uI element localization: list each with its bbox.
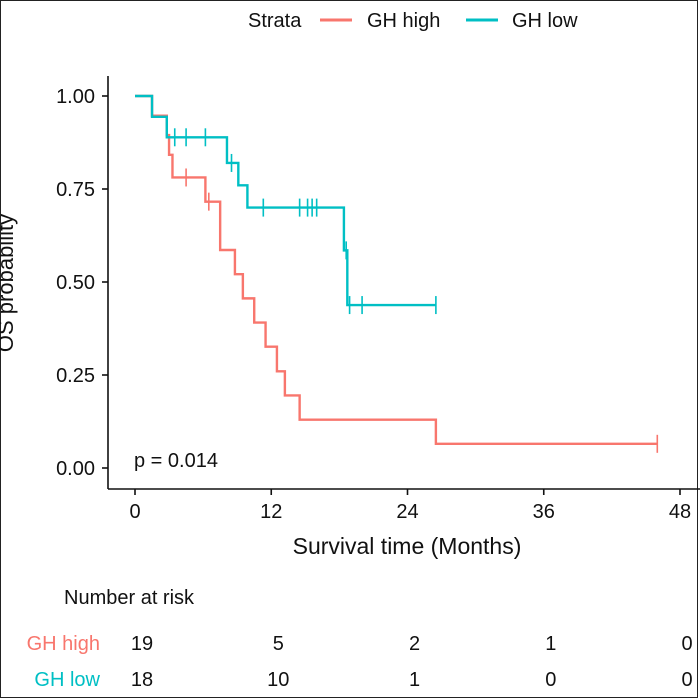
legend-title: Strata (248, 10, 302, 32)
risk-value: 1 (545, 633, 556, 655)
x-tick-label: 24 (396, 501, 418, 523)
risk-value: 18 (131, 669, 153, 691)
risk-value: 0 (545, 669, 556, 691)
x-tick-label: 48 (669, 501, 691, 523)
x-tick-label: 36 (533, 501, 555, 523)
y-tick-label: 1.00 (56, 86, 95, 108)
y-tick-label: 0.50 (56, 272, 95, 294)
y-tick-label: 0.25 (56, 365, 95, 387)
risk-row-label: GH high (27, 633, 100, 655)
y-axis-label: OS probability (0, 214, 18, 352)
risk-value: 5 (273, 633, 284, 655)
p-value-annotation: p = 0.014 (134, 450, 218, 472)
risk-value: 19 (131, 633, 153, 655)
y-tick-label: 0.75 (56, 179, 95, 201)
x-axis-label: Survival time (Months) (293, 533, 522, 559)
risk-row-label: GH low (34, 669, 100, 691)
x-ticks: 0 12 24 36 48 (129, 489, 691, 523)
survival-curve-gh-low (135, 94, 436, 307)
risk-value: 0 (681, 669, 692, 691)
survival-curve-gh-high (135, 94, 658, 446)
legend: Strata GH high GH low (248, 10, 578, 32)
risk-value: 2 (409, 633, 420, 655)
series-layer (135, 94, 659, 453)
y-tick-label: 0.00 (56, 458, 95, 480)
x-tick-label: 0 (129, 501, 140, 523)
risk-table-title: Number at risk (64, 587, 195, 609)
legend-label-gh-low: GH low (512, 10, 578, 32)
risk-value: 1 (409, 669, 420, 691)
risk-value: 0 (681, 633, 692, 655)
risk-value: 10 (267, 669, 289, 691)
legend-label-gh-high: GH high (367, 10, 440, 32)
y-ticks: 0.00 0.25 0.50 0.75 1.00 (56, 86, 108, 480)
risk-table: GH high 19 5 2 1 0GH low 18 10 1 0 0 (27, 633, 693, 691)
x-tick-label: 12 (260, 501, 282, 523)
